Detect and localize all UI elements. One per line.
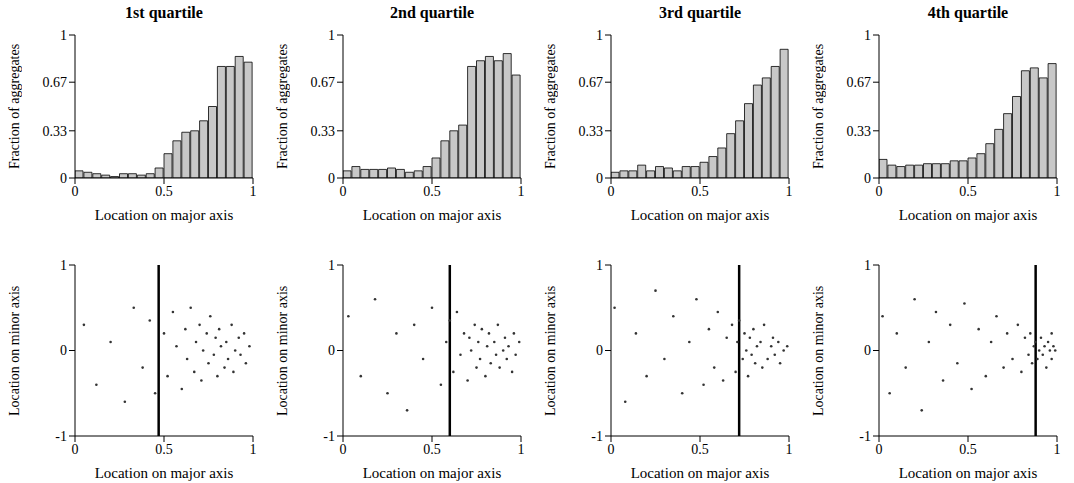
svg-text:1: 1	[864, 258, 871, 273]
html-text:Fraction of aggregates: Fraction of aggregates	[7, 43, 22, 170]
svg-text:1: 1	[786, 442, 793, 457]
svg-text:0.67: 0.67	[579, 75, 604, 90]
html-text:Fraction of aggregates: Fraction of aggregates	[811, 43, 826, 170]
svg-text:1: 1	[1054, 442, 1061, 457]
svg-text:Location on major axis: Location on major axis	[631, 465, 770, 481]
svg-text:1: 1	[1054, 184, 1061, 199]
svg-text:1: 1	[250, 184, 257, 199]
svg-text:0.5: 0.5	[691, 442, 709, 457]
svg-text:0.33: 0.33	[847, 124, 872, 139]
svg-text:Location on major axis: Location on major axis	[899, 207, 1038, 223]
svg-text:1: 1	[786, 184, 793, 199]
svg-text:0.67: 0.67	[43, 75, 68, 90]
svg-text:0: 0	[596, 343, 603, 358]
svg-text:0: 0	[72, 184, 79, 199]
html-text:1st quartile: 1st quartile	[125, 4, 203, 21]
html-text:Location on minor axis: Location on minor axis	[275, 285, 290, 416]
svg-text:1: 1	[864, 28, 871, 43]
svg-text:Location on major axis: Location on major axis	[363, 465, 502, 481]
svg-text:0: 0	[864, 343, 871, 358]
svg-text:0: 0	[328, 343, 335, 358]
svg-text:Location on major axis: Location on major axis	[899, 465, 1038, 481]
svg-text:0: 0	[596, 171, 603, 186]
svg-text:1: 1	[60, 28, 67, 43]
svg-text:1: 1	[250, 442, 257, 457]
svg-text:-1: -1	[323, 429, 335, 444]
svg-text:0: 0	[864, 171, 871, 186]
html-text:Location on minor axis: Location on minor axis	[7, 285, 22, 416]
svg-text:0: 0	[328, 171, 335, 186]
svg-text:0: 0	[608, 184, 615, 199]
svg-text:-1: -1	[859, 429, 871, 444]
svg-text:1: 1	[518, 184, 525, 199]
html-text:Location on minor axis: Location on minor axis	[543, 285, 558, 416]
svg-text:0.33: 0.33	[43, 124, 68, 139]
svg-text:-1: -1	[591, 429, 603, 444]
svg-text:0.5: 0.5	[155, 184, 173, 199]
svg-text:-1: -1	[55, 429, 67, 444]
html-text:4th quartile: 4th quartile	[927, 4, 1009, 21]
svg-text:1: 1	[596, 258, 603, 273]
svg-text:0: 0	[876, 184, 883, 199]
svg-text:1: 1	[518, 442, 525, 457]
svg-text:Location on major axis: Location on major axis	[363, 207, 502, 223]
svg-text:0: 0	[340, 184, 347, 199]
html-text:Fraction of aggregates: Fraction of aggregates	[543, 43, 558, 170]
svg-text:0.33: 0.33	[311, 124, 336, 139]
svg-text:0.67: 0.67	[311, 75, 336, 90]
svg-text:1: 1	[60, 258, 67, 273]
html-text:Fraction of aggregates: Fraction of aggregates	[275, 43, 290, 170]
svg-text:0: 0	[340, 442, 347, 457]
svg-text:0: 0	[60, 171, 67, 186]
svg-text:0: 0	[876, 442, 883, 457]
svg-text:0.5: 0.5	[959, 442, 977, 457]
svg-text:0: 0	[72, 442, 79, 457]
svg-text:1: 1	[328, 258, 335, 273]
svg-text:0: 0	[60, 343, 67, 358]
svg-text:1: 1	[328, 28, 335, 43]
svg-text:0.5: 0.5	[691, 184, 709, 199]
svg-text:0.5: 0.5	[155, 442, 173, 457]
html-text:3rd quartile: 3rd quartile	[658, 4, 742, 21]
svg-text:0.67: 0.67	[847, 75, 872, 90]
svg-text:1: 1	[596, 28, 603, 43]
svg-text:0.5: 0.5	[423, 184, 441, 199]
html-text:Location on minor axis: Location on minor axis	[811, 285, 826, 416]
html-text:2nd quartile: 2nd quartile	[390, 4, 474, 21]
svg-text:Location on major axis: Location on major axis	[95, 465, 234, 481]
svg-text:0.5: 0.5	[423, 442, 441, 457]
svg-text:Location on major axis: Location on major axis	[95, 207, 234, 223]
svg-text:Location on major axis: Location on major axis	[631, 207, 770, 223]
svg-text:0.5: 0.5	[959, 184, 977, 199]
svg-text:0.33: 0.33	[579, 124, 604, 139]
svg-text:0: 0	[608, 442, 615, 457]
